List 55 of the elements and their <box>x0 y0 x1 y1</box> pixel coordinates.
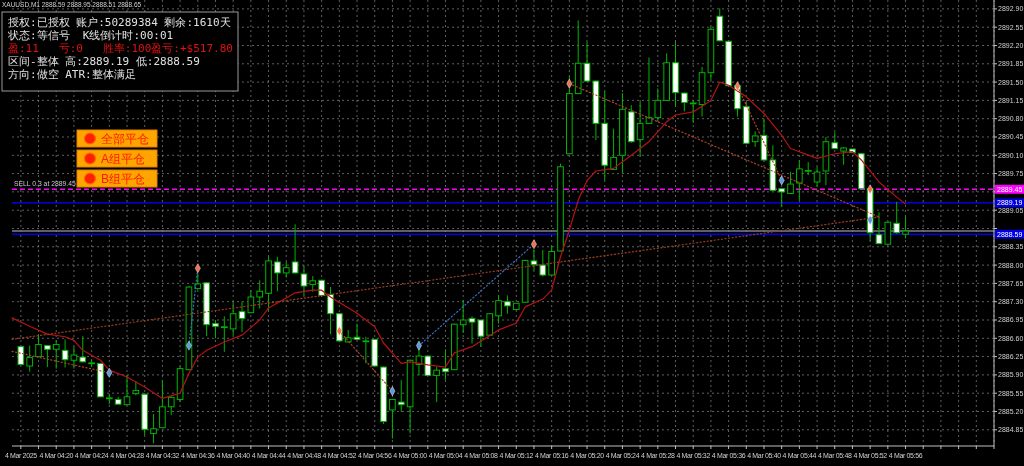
candlestick <box>123 374 131 406</box>
button: B组平仓 <box>76 169 158 188</box>
point <box>106 368 113 378</box>
candlestick <box>548 245 555 277</box>
annotation: 状态:等信号 K线倒计时:00:01 <box>7 29 174 42</box>
candlestick <box>167 395 175 416</box>
annotation: 区间-整体 高:2889.19 低:2888.59 <box>8 55 200 68</box>
candlestick <box>751 130 759 148</box>
candlestick <box>902 214 909 239</box>
candlestick <box>796 159 803 201</box>
candlestick <box>893 201 901 235</box>
point <box>389 386 396 396</box>
candlestick <box>495 294 502 325</box>
candlestick <box>442 348 449 381</box>
annotation: 方向:做空 ATR:整体满足 <box>8 68 136 81</box>
candlestick <box>353 323 361 341</box>
candlestick <box>389 398 396 440</box>
candlestick <box>256 279 264 309</box>
candlestick <box>459 299 467 334</box>
annotation: 全部平仓 <box>101 132 149 146</box>
candlestick <box>654 87 662 121</box>
candlestick <box>778 187 786 208</box>
candlestick <box>689 99 697 124</box>
annotation: 盈:11 亏:0 胜率:100盈亏:+$517.80 <box>8 42 233 55</box>
candlestick <box>238 301 246 333</box>
candlestick <box>229 301 237 336</box>
candlestick <box>79 335 87 363</box>
candlestick <box>274 256 281 292</box>
annotation: 授权:已授权 账户:50289384 剩余:1610天 <box>8 16 231 29</box>
candlestick <box>132 380 140 396</box>
candlestick <box>150 413 157 444</box>
candlestick <box>787 171 794 195</box>
candlestick <box>610 128 617 171</box>
candlestick <box>220 315 228 353</box>
line-series <box>11 81 907 400</box>
candlestick <box>362 336 370 364</box>
candlestick <box>433 366 440 403</box>
candlestick <box>397 379 405 413</box>
candlestick <box>875 211 883 245</box>
point <box>194 263 201 273</box>
candlestick <box>52 339 60 370</box>
button: 全部平仓 <box>76 129 158 148</box>
candlestick <box>504 294 511 315</box>
annotation: B组平仓 <box>101 172 146 186</box>
candlestick <box>159 379 166 429</box>
candlestick <box>247 289 255 314</box>
candlestick <box>26 345 34 373</box>
candlestick <box>539 249 547 278</box>
candlestick <box>681 92 688 112</box>
candlestick <box>44 345 51 368</box>
annotation: A组平仓 <box>101 152 146 166</box>
candlestick <box>327 286 334 335</box>
point <box>336 326 343 336</box>
button: A组平仓 <box>76 149 158 168</box>
candlestick <box>212 319 219 339</box>
